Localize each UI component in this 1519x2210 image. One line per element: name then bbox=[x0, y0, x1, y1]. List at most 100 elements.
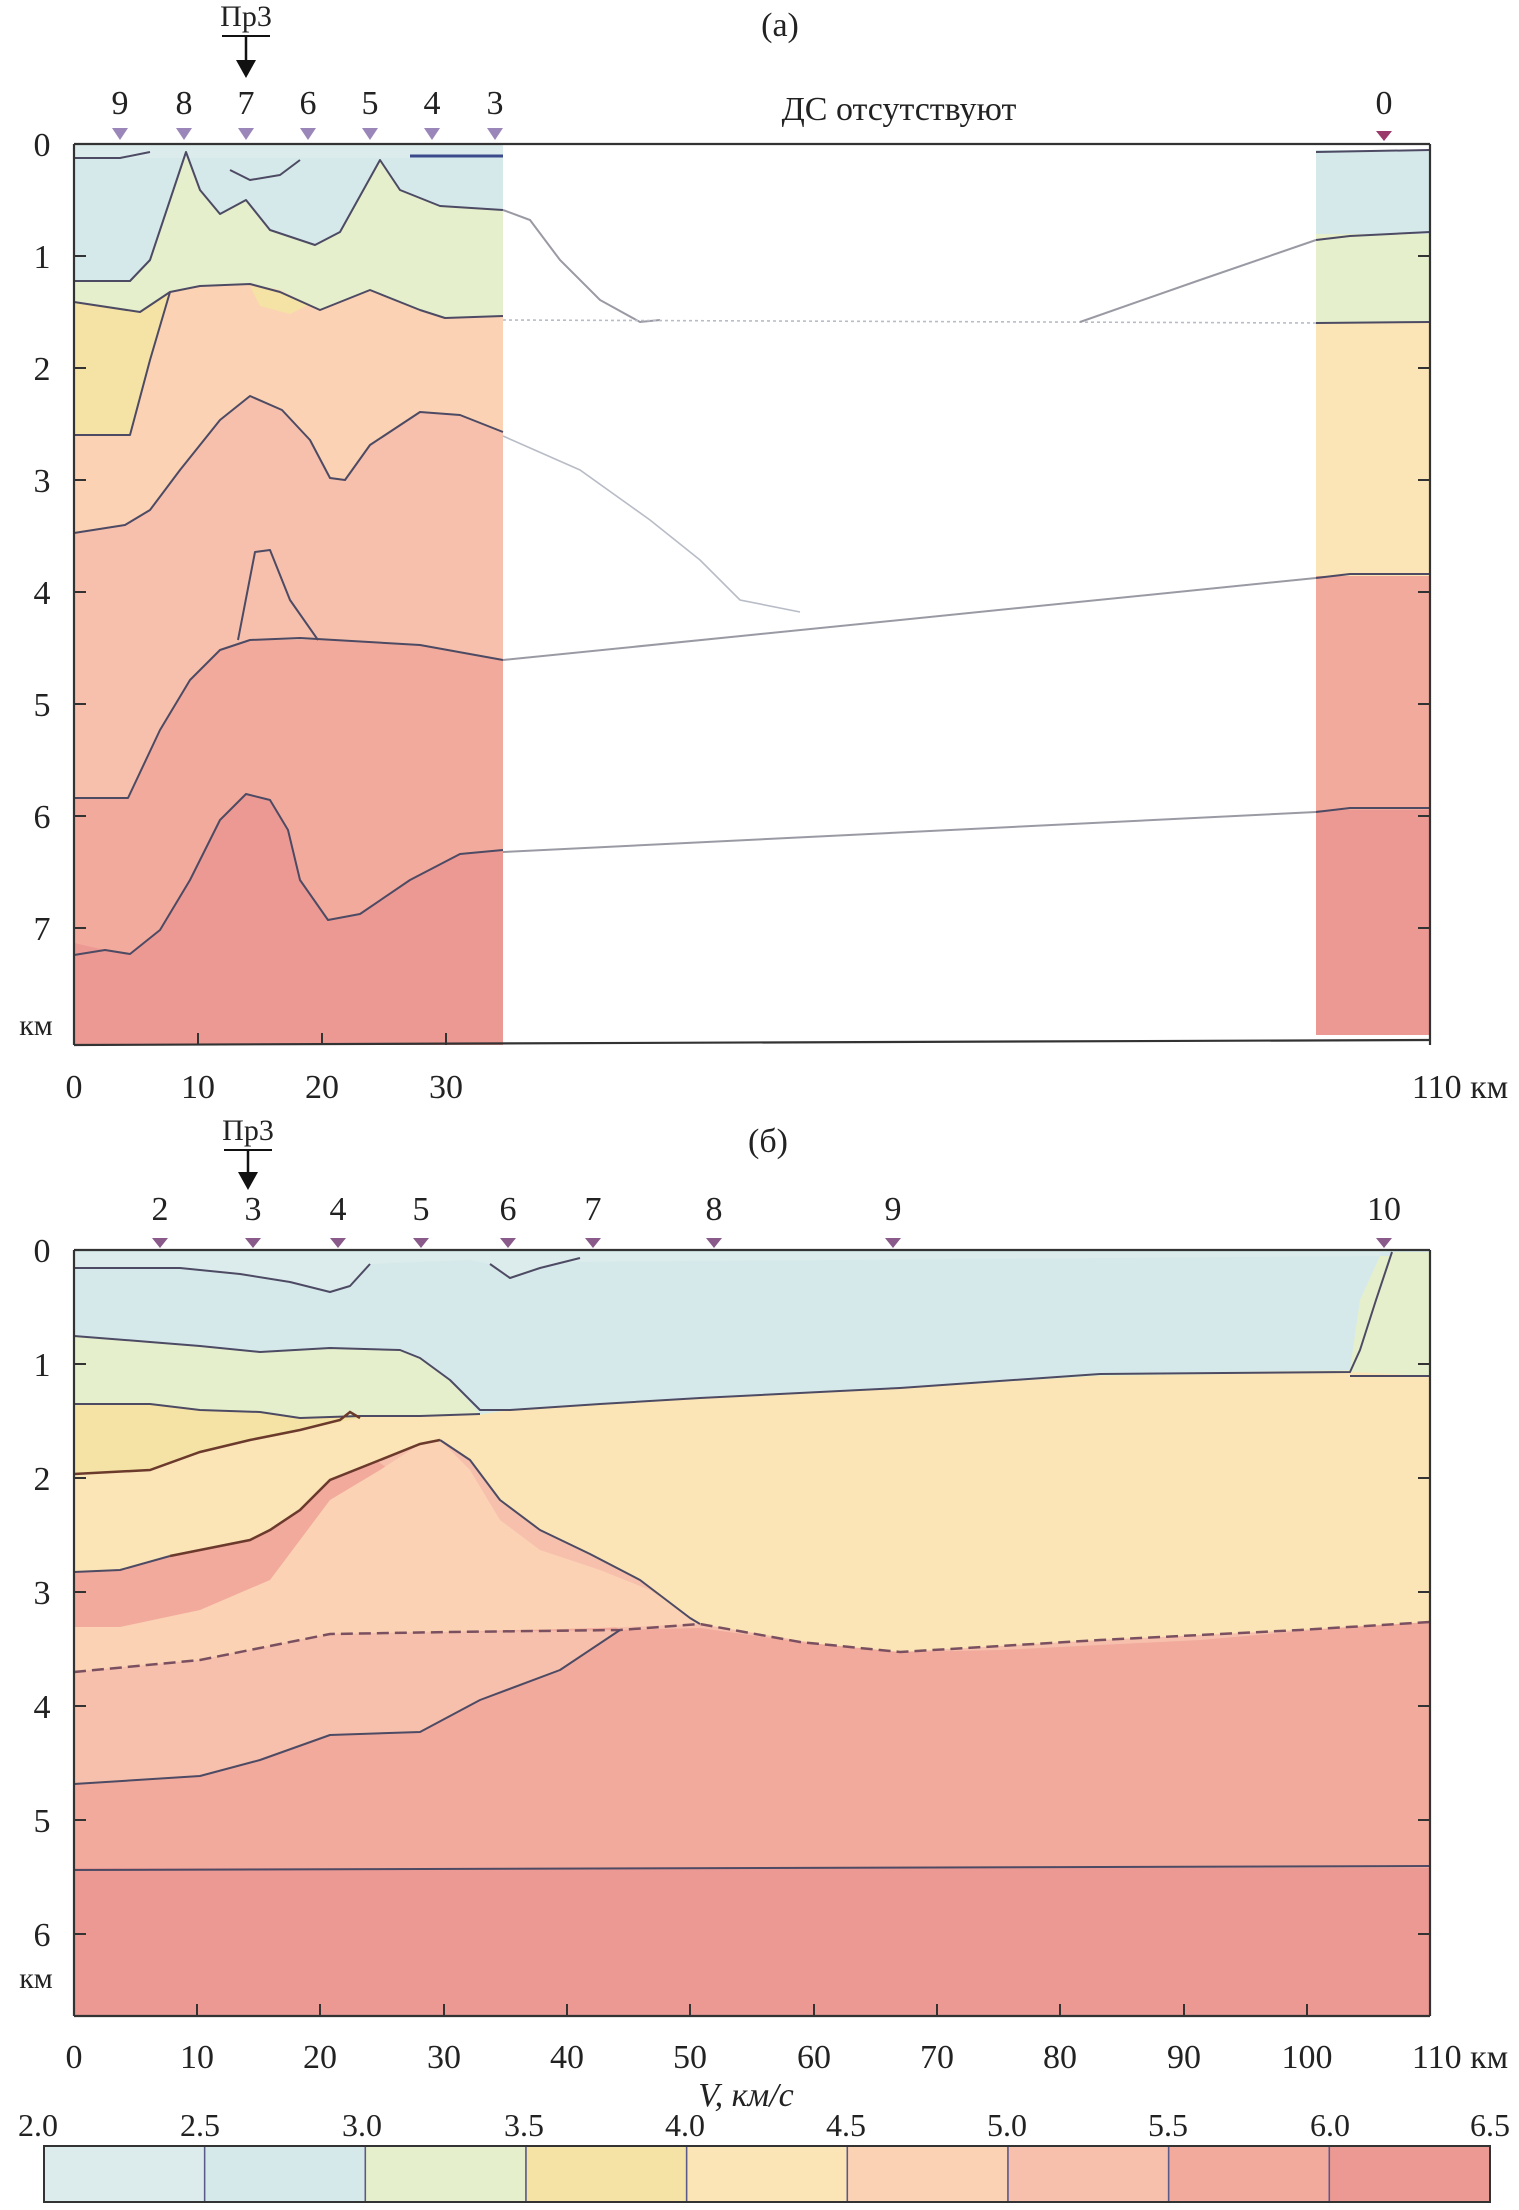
legend-swatch bbox=[1328, 2145, 1491, 2203]
boundary-a bbox=[237, 549, 319, 641]
panel-b-label: (б) bbox=[748, 1123, 788, 1160]
station-a-label: 3 bbox=[487, 85, 504, 122]
y-tick-label-a: 5 bbox=[34, 687, 51, 724]
panel-a-axes bbox=[72, 142, 1432, 1047]
station-marker-icon bbox=[238, 128, 254, 140]
boundary-b bbox=[489, 1257, 581, 1279]
y-tick-label-b: 0 bbox=[34, 1233, 51, 1270]
legend-swatch bbox=[1167, 2145, 1331, 2203]
boundary-a bbox=[1315, 807, 1430, 813]
station-marker-icon bbox=[300, 128, 316, 140]
panel-a-axis-labels: 0 1 2 3 4 5 6 7 км 0 10 20 30 110 км bbox=[19, 127, 1508, 1106]
y-tick-label-a: 1 bbox=[34, 239, 51, 276]
station-marker-icon bbox=[885, 1238, 901, 1248]
panel-b: (б) Пр3 2 3 4 5 6 7 8 9 10 bbox=[19, 1114, 1508, 2076]
layer-v3-inner bbox=[250, 286, 310, 314]
layer-v3b bbox=[74, 292, 170, 435]
missing-data-note: ДС отсутствуют bbox=[782, 91, 1017, 128]
legend-swatch bbox=[203, 2145, 367, 2203]
axis-a-bottom bbox=[73, 1038, 1431, 1047]
boundary-a bbox=[74, 291, 171, 436]
legend-title: V, км/с bbox=[698, 2077, 794, 2114]
station-a-label: 9 bbox=[112, 85, 129, 122]
velocity-legend: V, км/с 2.0 2.5 3.0 3.5 4.0 4.5 5.0 5.5 … bbox=[18, 2077, 1510, 2203]
correlation-line bbox=[502, 577, 1317, 661]
layer-v5 bbox=[1316, 576, 1430, 810]
y-tick-label-a: 7 bbox=[34, 911, 51, 948]
station-a-label: 6 bbox=[300, 85, 317, 122]
x-tick-label-b: 40 bbox=[550, 2039, 584, 2076]
station-b-label: 4 bbox=[330, 1191, 347, 1228]
legend-swatch bbox=[685, 2145, 849, 2203]
x-tick-label-b: 20 bbox=[303, 2039, 337, 2076]
panel-b-axes bbox=[72, 1248, 1432, 2018]
legend-value: 3.0 bbox=[342, 2107, 382, 2143]
legend-color-bar bbox=[43, 2145, 1491, 2203]
x-tick-label-b: 30 bbox=[427, 2039, 461, 2076]
legend-swatch bbox=[1007, 2145, 1170, 2203]
legend-swatch bbox=[364, 2145, 527, 2203]
boundary-a bbox=[73, 283, 504, 319]
station-b-label: 3 bbox=[245, 1191, 262, 1228]
legend-swatch bbox=[846, 2145, 1009, 2203]
boundary-b bbox=[73, 1251, 1393, 1411]
x-tick-label-a: 10 bbox=[181, 1069, 215, 1106]
layer-v3 bbox=[1316, 234, 1430, 323]
legend-value: 2.0 bbox=[18, 2107, 58, 2143]
layer-v25 bbox=[1316, 150, 1430, 234]
station-b-label: 10 bbox=[1367, 1191, 1401, 1228]
station-marker-icon bbox=[1376, 1238, 1392, 1248]
layer-v2 bbox=[74, 144, 503, 158]
correlation-line bbox=[502, 209, 661, 324]
profile-marker-a-arrow-icon bbox=[236, 60, 256, 78]
x-tick-label-a: 20 bbox=[305, 1069, 339, 1106]
legend-value: 2.5 bbox=[180, 2107, 220, 2143]
station-marker-icon bbox=[500, 1238, 516, 1248]
station-b-label: 5 bbox=[413, 1191, 430, 1228]
x-tick-label-b: 10 bbox=[180, 2039, 214, 2076]
x-end-label-b: 110 км bbox=[1412, 2039, 1508, 2076]
boundary-b bbox=[73, 1555, 171, 1573]
station-marker-icon bbox=[330, 1238, 346, 1248]
x-tick-label-b: 60 bbox=[797, 2039, 831, 2076]
panel-a-correlation-lines bbox=[502, 209, 1317, 853]
station-b-label: 7 bbox=[585, 1191, 602, 1228]
station-marker-icon bbox=[152, 1238, 168, 1248]
station-marker-icon bbox=[362, 128, 378, 140]
station-b-label: 8 bbox=[706, 1191, 723, 1228]
layer-v4c bbox=[238, 550, 318, 640]
y-tick-label-b: 1 bbox=[34, 1347, 51, 1384]
boundary-a bbox=[74, 151, 151, 159]
x-end-label-a: 110 км bbox=[1412, 1069, 1508, 1106]
boundary-b bbox=[439, 1439, 701, 1625]
station-marker-icon bbox=[487, 128, 503, 140]
layer-v4 bbox=[1316, 323, 1430, 576]
profile-marker-b-label: Пр3 bbox=[222, 1114, 274, 1147]
y-tick-label-b: 3 bbox=[34, 1575, 51, 1612]
legend-value: 6.5 bbox=[1470, 2107, 1510, 2143]
legend-swatch bbox=[43, 2145, 206, 2203]
x-tick-label-b: 70 bbox=[920, 2039, 954, 2076]
station-marker-icon bbox=[112, 128, 128, 140]
layer-v35 bbox=[74, 1404, 360, 1474]
profile-marker-b-arrow-icon bbox=[238, 1172, 258, 1190]
boundary-b bbox=[74, 1263, 371, 1293]
boundary-b-dashed bbox=[73, 1620, 1431, 1674]
panel-a-label: (а) bbox=[761, 7, 799, 44]
boundary-a bbox=[1315, 231, 1431, 241]
panel-b-axis-labels: 0 1 2 3 4 5 6 км 0 10 20 30 40 50 60 70 … bbox=[19, 1233, 1508, 2076]
station-marker-icon bbox=[585, 1238, 601, 1248]
layer-v6 bbox=[1316, 810, 1430, 1035]
x-tick-label-a: 30 bbox=[429, 1069, 463, 1106]
legend-value: 6.0 bbox=[1310, 2107, 1350, 2143]
legend-value: 3.5 bbox=[504, 2107, 544, 2143]
y-unit-label-a: км bbox=[19, 1009, 53, 1042]
correlation-line bbox=[502, 435, 801, 613]
layer-v2-top bbox=[74, 1252, 1380, 1292]
boundary-b-dark bbox=[73, 1410, 361, 1476]
x-tick-label-a: 0 bbox=[66, 1069, 83, 1106]
boundary-b bbox=[74, 1403, 481, 1419]
y-tick-label-a: 6 bbox=[34, 799, 51, 836]
y-tick-label-b: 5 bbox=[34, 1803, 51, 1840]
y-tick-label-a: 3 bbox=[34, 463, 51, 500]
